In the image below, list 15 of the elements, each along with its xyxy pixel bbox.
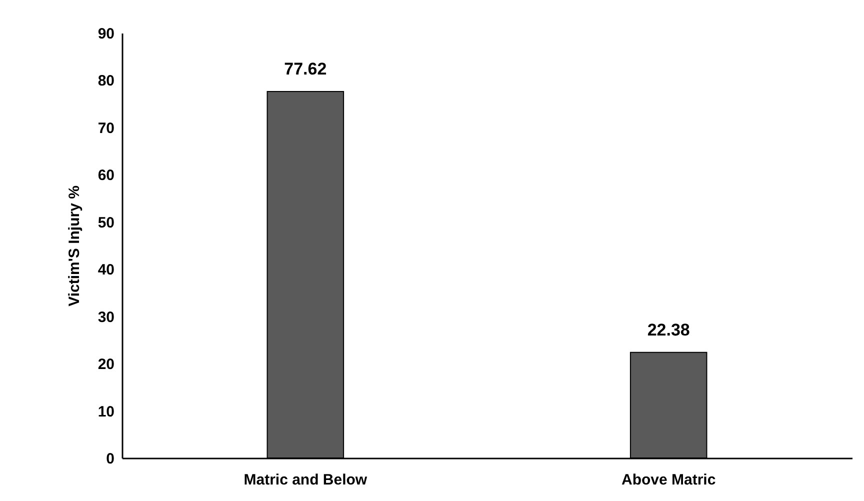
data-label: 22.38	[647, 320, 690, 340]
y-tick-label: 90	[98, 26, 114, 42]
data-label: 77.62	[284, 59, 327, 78]
y-axis-title: Victim'S Injury %	[66, 186, 83, 306]
x-tick-label: Matric and Below	[244, 472, 368, 488]
y-tick-label: 30	[98, 308, 114, 326]
y-tick-label: 60	[98, 167, 114, 184]
x-tick-label: Above Matric	[621, 472, 716, 488]
y-tick-label: 50	[98, 214, 114, 232]
y-tick-label: 0	[106, 450, 114, 468]
y-tick-label: 10	[98, 403, 114, 420]
y-tick-label: 20	[98, 356, 114, 374]
y-tick-label: 70	[98, 120, 114, 137]
y-tick-label: 80	[98, 72, 114, 90]
y-tick-label: 40	[98, 262, 114, 279]
